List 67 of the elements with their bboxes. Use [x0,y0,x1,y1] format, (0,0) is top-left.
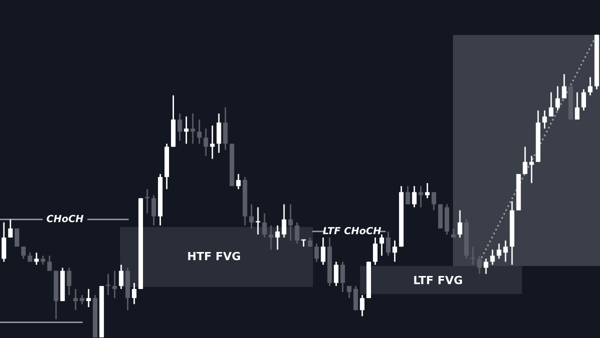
candlestick [477,255,482,275]
candlestick [40,255,46,266]
candlestick [210,124,215,160]
candlestick [392,240,398,262]
candlestick [86,288,91,308]
candlestick [47,255,52,272]
candlestick [282,204,286,238]
candlestick [562,73,566,100]
candlestick [132,282,136,305]
candlestick [256,206,260,236]
candlestick [118,264,124,290]
candlestick [184,116,189,144]
candlestick [106,273,110,296]
candlestick [236,173,241,190]
candlestick [503,240,508,262]
candlestick [2,222,6,262]
candlestick [425,182,430,199]
ref-line-label: CHoCH [46,214,84,222]
candlestick [379,234,384,256]
candlestick [80,294,84,305]
candlestick [372,236,378,266]
candlestick [432,191,436,211]
candlestick [412,185,417,208]
candlestick [334,261,338,287]
candlestick [268,224,274,250]
candlestick [223,106,228,150]
candlestick [529,155,534,184]
candlestick [418,185,424,208]
candlestick [197,118,202,144]
candlestick [548,92,554,118]
candlestick [353,285,358,311]
candlestick [73,288,78,311]
candlestick [484,258,488,275]
candlestick [178,112,182,142]
candlestick [490,248,495,266]
candlestick [66,267,72,296]
candlestick [340,261,345,293]
candlestick [190,112,196,144]
candlestick [574,92,580,120]
candlestick [294,222,300,244]
candlestick [581,88,586,112]
candlestick [542,110,547,130]
candlestick [288,204,293,242]
annotation: LTF FVG [414,276,462,284]
ref-line-label: LTF CHoCH [322,226,382,234]
candlestick [555,86,560,112]
candlestick [112,270,117,299]
annotation: HTF FVG [188,252,240,260]
candlestick [216,112,222,154]
candlestick [386,230,391,256]
candlestick [458,210,462,238]
candlestick [8,218,13,238]
candlestick [151,194,156,226]
candlestick [275,224,280,250]
candlestick [588,76,593,96]
candlestick [496,242,502,260]
candlestick [522,146,528,175]
candlestick [314,242,319,262]
candlestick [360,294,364,317]
candlestick [204,128,208,157]
candlestick [346,285,352,299]
candlestick [262,212,267,238]
candlestick [406,185,410,205]
candlestick [21,246,26,260]
candlestick [320,236,326,266]
candlestick [249,204,254,230]
candlestick [34,252,39,266]
